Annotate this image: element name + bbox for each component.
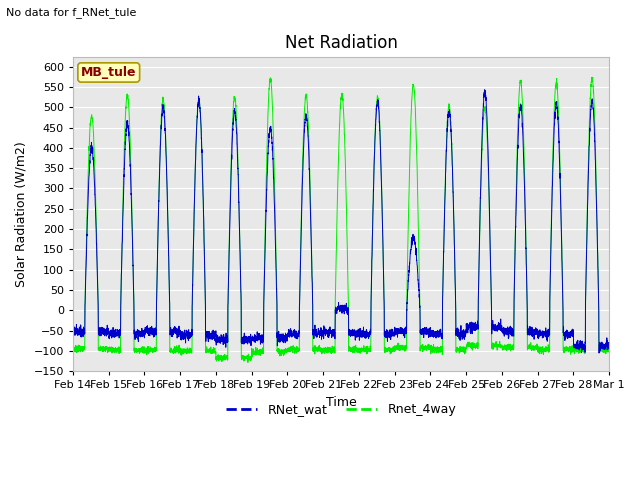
Line: Rnet_4way: Rnet_4way xyxy=(73,77,609,362)
Rnet_4way xyxy=(605,349,613,355)
X-axis label: Time: Time xyxy=(326,396,356,408)
RNet_wat xyxy=(166,287,173,292)
Legend: RNet_wat, Rnet_4way: RNet_wat, Rnet_4way xyxy=(221,398,461,421)
Line: RNet_wat: RNet_wat xyxy=(73,90,609,353)
RNet_wat xyxy=(461,332,469,337)
Text: No data for f_RNet_tule: No data for f_RNet_tule xyxy=(6,7,137,18)
RNet_wat xyxy=(605,346,613,351)
Rnet_4way xyxy=(244,360,252,365)
RNet_wat xyxy=(595,350,603,356)
RNet_wat xyxy=(481,87,488,93)
Rnet_4way xyxy=(321,347,329,353)
RNet_wat xyxy=(321,327,329,333)
Y-axis label: Solar Radiation (W/m2): Solar Radiation (W/m2) xyxy=(15,141,28,287)
Text: MB_tule: MB_tule xyxy=(81,66,136,79)
RNet_wat xyxy=(605,343,612,349)
RNet_wat xyxy=(69,332,77,337)
Title: Net Radiation: Net Radiation xyxy=(285,34,397,52)
RNet_wat xyxy=(431,332,439,337)
Rnet_4way xyxy=(431,346,439,351)
Rnet_4way xyxy=(605,348,612,354)
Rnet_4way xyxy=(492,341,499,347)
RNet_wat xyxy=(492,323,499,329)
Rnet_4way xyxy=(588,74,596,80)
Rnet_4way xyxy=(461,349,469,355)
Rnet_4way xyxy=(69,343,77,349)
Rnet_4way xyxy=(166,284,173,290)
